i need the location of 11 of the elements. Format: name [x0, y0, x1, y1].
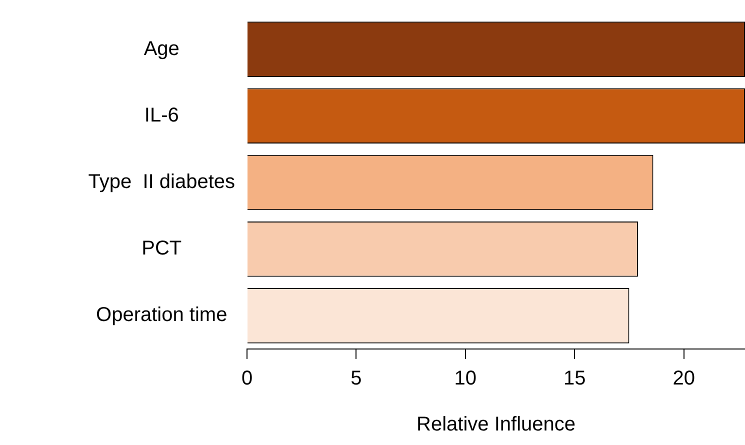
y-tick-label: Operation time — [96, 304, 228, 326]
y-tick-label: Age — [144, 38, 180, 60]
y-tick-label: IL-6 — [144, 104, 179, 126]
x-tick-label: 20 — [672, 368, 695, 390]
x-tick-label: 15 — [564, 368, 586, 390]
x-tick-label: 5 — [350, 368, 362, 390]
x-tick-label: 10 — [454, 368, 477, 390]
x-axis-title: Relative Influence — [416, 414, 576, 436]
y-tick-label: Type II diabetes — [88, 171, 236, 194]
y-tick-label: PCT — [142, 238, 182, 260]
x-tick-label: 0 — [241, 368, 253, 390]
